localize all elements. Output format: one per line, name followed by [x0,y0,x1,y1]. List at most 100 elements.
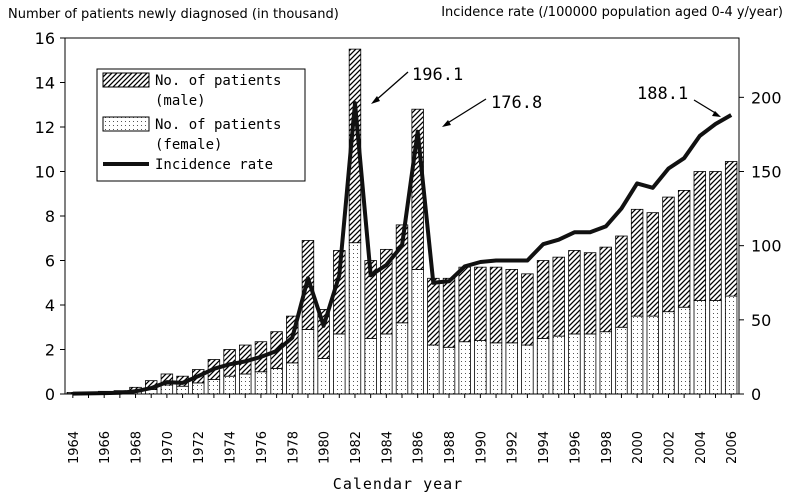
bar-female-1971 [176,385,189,395]
bar-male-2001 [646,212,659,317]
legend-male-sublabel: (male) [155,93,206,109]
x-tick-label-1964: 1964 [67,431,82,464]
legend-female-label: No. of patients [155,117,281,133]
x-tick-label-1968: 1968 [130,431,145,464]
bar-male-1984 [380,248,393,335]
bar-female-1972 [192,382,205,395]
right-tick-label-100: 100 [751,237,782,256]
bar-female-1999 [615,326,628,395]
x-tick-label-1990: 1990 [474,431,489,464]
annotation-arrowhead-1982 [371,96,380,104]
right-tick-label-0: 0 [751,385,761,404]
legend-female-sublabel: (female) [155,137,222,153]
annotation-1986-peak: 176.8 [491,93,542,113]
bar-male-1996 [568,250,581,335]
bar-female-1994 [536,337,550,395]
left-tick-label-10: 10 [35,163,55,182]
x-tick-label-1966: 1966 [98,431,113,464]
x-tick-label-1980: 1980 [318,431,333,464]
annotation-1982-peak: 196.1 [412,65,463,85]
bar-male-1999 [615,235,628,328]
bar-female-1983 [364,337,377,395]
bar-male-2003 [677,190,691,308]
bar-male-1992 [505,268,518,344]
bar-female-1984 [380,333,393,395]
bar-female-2004 [693,300,707,395]
bar-female-1985 [395,322,409,395]
bar-female-1987 [427,344,440,395]
bar-male-1994 [536,260,550,339]
bar-male-1993 [521,273,534,346]
bar-female-1980 [317,357,330,395]
x-tick-label-1974: 1974 [224,431,239,464]
legend-male-label: No. of patients [155,73,281,89]
bar-male-2000 [630,208,644,317]
x-tick-label-1992: 1992 [506,431,521,464]
x-tick-label-2004: 2004 [694,431,709,464]
bar-female-1992 [505,342,518,395]
x-tick-label-1978: 1978 [286,431,301,464]
incidence-rate-line [72,101,733,396]
left-tick-label-0: 0 [45,385,55,404]
bar-female-1975 [239,373,252,395]
left-tick-label-16: 16 [35,29,55,48]
left-tick-label-4: 4 [45,296,55,315]
bar-female-1981 [333,333,346,395]
bar-female-1976 [254,371,268,395]
bar-male-2004 [693,171,707,301]
bar-male-1990 [474,266,487,341]
left-tick-label-12: 12 [35,118,55,137]
bar-male-1995 [552,256,565,337]
left-axis-title: Number of patients newly diagnosed (in t… [8,7,339,22]
bar-female-1990 [474,340,487,395]
x-tick-label-1984: 1984 [380,431,395,464]
bar-female-1977 [270,368,283,395]
bar-female-1995 [552,335,565,395]
bar-female-1988 [442,346,456,395]
bar-female-1974 [223,375,236,395]
annotation-2006-value: 188.1 [637,84,688,104]
left-tick-label-14: 14 [35,74,55,93]
x-tick-label-1996: 1996 [568,431,583,464]
annotation-arrow-1982 [374,71,409,102]
x-tick-label-2006: 2006 [725,431,740,464]
x-tick-label-1998: 1998 [600,431,615,464]
legend: No. of patients (male) No. of patients (… [96,68,306,182]
left-tick-label-8: 8 [45,207,55,226]
annotation-arrowhead-2006 [712,111,721,117]
x-tick-label-2000: 2000 [631,431,646,464]
bar-female-1978 [286,362,299,395]
bar-female-2000 [630,315,644,395]
x-tick-label-1988: 1988 [443,431,458,464]
bar-male-2005 [709,171,722,301]
legend-female-swatch [102,116,150,132]
x-tick-label-1994: 1994 [537,431,552,464]
bar-male-1985 [395,224,409,324]
x-tick-label-1972: 1972 [192,431,207,464]
bar-male-1989 [458,266,471,343]
bar-female-2001 [646,315,659,395]
bar-female-1993 [521,344,534,395]
bar-female-2002 [662,311,675,395]
bar-female-2003 [677,306,691,395]
x-tick-label-1970: 1970 [161,431,176,464]
right-tick-label-150: 150 [751,163,782,182]
x-axis-title: Calendar year [333,475,463,493]
annotation-arrow-2006 [693,99,718,115]
bar-female-1970 [160,384,174,395]
bar-female-1989 [458,341,471,395]
legend-rate-label: Incidence rate [155,157,273,173]
x-tick-label-1982: 1982 [349,431,364,464]
right-axis-title: Incidence rate (/100000 population aged … [441,5,783,20]
bar-female-1997 [583,333,597,395]
bar-female-1986 [411,268,424,395]
bar-female-1991 [489,342,503,395]
left-tick-label-2: 2 [45,341,55,360]
bar-male-2006 [724,161,738,297]
bar-male-1980 [317,309,330,359]
bar-male-1988 [442,277,456,348]
bar-male-1997 [583,252,597,335]
bar-female-1996 [568,333,581,395]
right-tick-label-50: 50 [751,311,771,330]
